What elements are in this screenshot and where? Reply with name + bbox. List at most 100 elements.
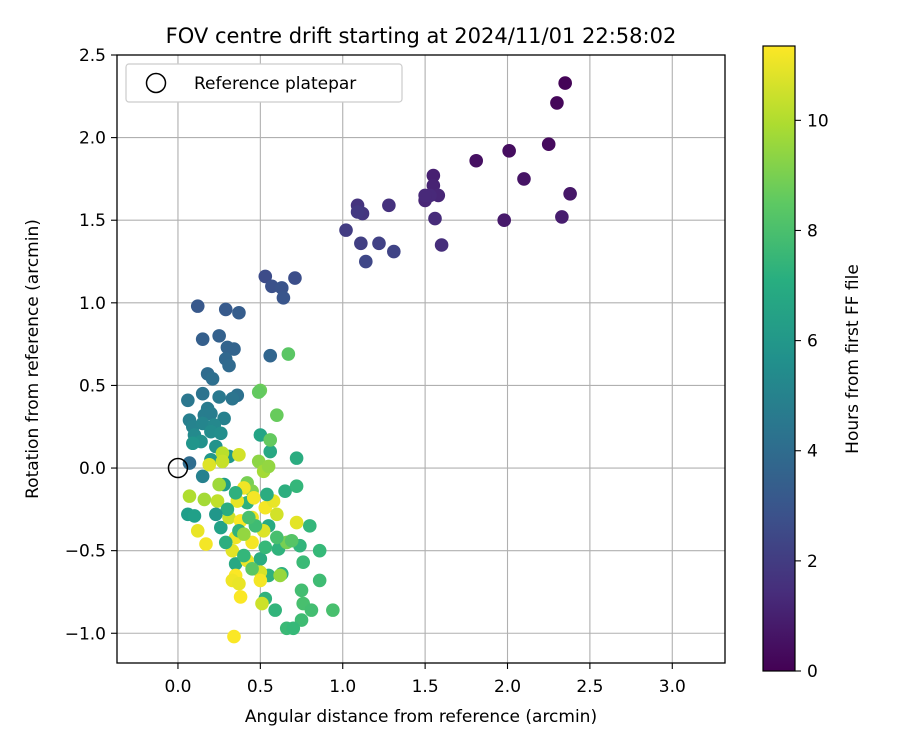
data-point: [190, 524, 205, 538]
data-point: [214, 426, 228, 441]
colorbar-tick-label: 0: [807, 662, 818, 682]
data-points: [181, 76, 577, 644]
y-tick-label: 1.5: [79, 211, 106, 231]
data-point: [258, 269, 273, 284]
y-axis-label: Rotation from reference (arcmin): [23, 219, 43, 499]
legend: Reference platepar: [125, 63, 403, 103]
data-point: [258, 540, 273, 555]
data-point: [214, 520, 228, 535]
data-point: [294, 583, 309, 598]
data-point: [199, 537, 213, 551]
colorbar-tick-label: 2: [807, 552, 818, 572]
data-point: [469, 153, 483, 168]
data-point: [182, 456, 197, 470]
data-point: [382, 198, 396, 213]
x-tick-label: 0.5: [247, 677, 274, 697]
data-point: [284, 533, 299, 548]
data-point: [232, 305, 246, 320]
data-point: [497, 213, 512, 228]
data-point: [278, 484, 292, 498]
data-point: [296, 555, 310, 570]
x-tick-label: 2.5: [576, 677, 603, 697]
data-point: [339, 223, 353, 237]
data-point: [387, 244, 401, 259]
data-point: [195, 416, 210, 431]
x-tick-label: 3.0: [659, 677, 686, 697]
data-point: [222, 358, 236, 373]
y-tick-label: 2.5: [79, 46, 106, 66]
data-point: [228, 557, 243, 571]
colorbar-gradient: [762, 45, 796, 672]
data-point: [205, 372, 220, 386]
x-axis-label: Angular distance from reference (arcmin): [245, 707, 597, 727]
data-point: [260, 487, 274, 502]
data-point: [232, 448, 246, 462]
data-point: [304, 603, 319, 617]
legend-marker-icon: [145, 72, 167, 94]
x-tick-label: 1.5: [412, 677, 439, 697]
data-point: [261, 459, 276, 474]
data-point: [218, 302, 233, 317]
data-point: [426, 168, 441, 183]
data-point: [225, 391, 240, 406]
data-point: [182, 489, 197, 503]
data-point: [372, 236, 386, 251]
data-point: [227, 629, 241, 644]
data-point: [270, 530, 284, 545]
data-point: [237, 527, 251, 541]
data-point: [245, 562, 259, 576]
data-point: [263, 433, 278, 447]
data-point: [233, 590, 248, 604]
data-point: [237, 548, 251, 563]
y-axis-ticks: −1.0 −0.5 0.0 0.5 1.0 1.5 2.0 2.5: [65, 46, 117, 644]
data-point: [294, 613, 309, 627]
colorbar-ticks: 0 2 4 6 8 10: [795, 111, 829, 682]
data-point: [218, 535, 233, 550]
data-point: [288, 271, 302, 285]
colorbar-tick-label: 10: [807, 111, 829, 131]
x-axis-ticks: 0.0 0.5 1.0 1.5 2.0 2.5 3.0: [164, 663, 686, 697]
data-point: [558, 76, 572, 90]
data-point: [251, 385, 266, 399]
data-point: [276, 291, 291, 305]
y-tick-label: 2.0: [79, 129, 106, 149]
data-point: [215, 454, 230, 469]
data-point: [289, 479, 304, 494]
data-point: [220, 502, 235, 517]
data-point: [502, 144, 516, 158]
colorbar-tick-label: 4: [807, 442, 818, 462]
data-point: [263, 444, 278, 459]
data-point: [359, 254, 373, 269]
data-point: [326, 603, 340, 617]
data-point: [195, 386, 210, 401]
plot-frame: [116, 54, 726, 664]
y-tick-label: 0.0: [79, 459, 106, 479]
data-point: [197, 492, 212, 507]
data-point: [181, 393, 195, 408]
data-point: [255, 596, 269, 611]
data-point: [246, 490, 261, 505]
data-point: [434, 238, 449, 252]
y-tick-label: −1.0: [65, 624, 106, 644]
data-point: [190, 299, 205, 313]
data-point: [268, 603, 282, 617]
x-tick-label: 2.0: [494, 677, 521, 697]
data-point: [428, 211, 442, 226]
data-point: [217, 411, 231, 426]
y-tick-label: 1.0: [79, 294, 106, 314]
data-point: [555, 210, 569, 224]
data-point: [350, 205, 365, 219]
grid-lines: [117, 54, 725, 663]
legend-box: [125, 63, 403, 103]
chart-title: FOV centre drift starting at 2024/11/01 …: [166, 24, 677, 48]
data-point: [204, 406, 218, 421]
data-point: [212, 477, 226, 492]
data-point: [517, 172, 531, 186]
data-point: [253, 573, 268, 588]
legend-label: Reference platepar: [194, 74, 356, 94]
data-point: [212, 390, 226, 404]
data-point: [289, 451, 304, 465]
data-point: [185, 436, 200, 451]
data-point: [281, 347, 296, 361]
